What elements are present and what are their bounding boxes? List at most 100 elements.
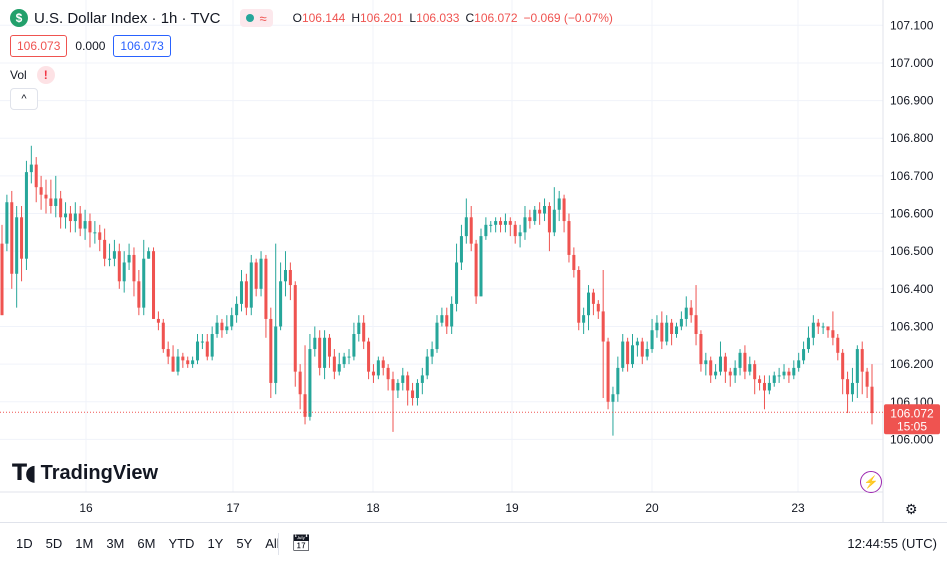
candle-body bbox=[577, 270, 581, 323]
candle-body bbox=[591, 292, 595, 304]
last-price-tag bbox=[884, 404, 940, 435]
candle-body bbox=[24, 172, 28, 259]
candle-body bbox=[816, 322, 820, 327]
vol-label[interactable]: Vol bbox=[10, 68, 27, 82]
range-3m[interactable]: 3M bbox=[106, 536, 125, 551]
ohlc-value-close: 106.072 bbox=[474, 11, 518, 25]
candle-body bbox=[83, 221, 87, 229]
candle-body bbox=[748, 364, 752, 372]
candle-body bbox=[39, 187, 43, 195]
candle-body bbox=[98, 232, 102, 240]
y-tick-label: 106.000 bbox=[890, 432, 934, 446]
price-chart[interactable]: 107.100 107.000 106.900 106.800 106.700 106.6… bbox=[0, 0, 947, 522]
candle-body bbox=[523, 217, 527, 233]
candle-body bbox=[865, 371, 869, 387]
candle-body bbox=[621, 341, 625, 368]
y-tick-label: 107.000 bbox=[890, 56, 934, 70]
candle-body bbox=[352, 334, 356, 357]
goto-date-icon[interactable]: 📅︎ bbox=[291, 535, 312, 552]
y-tick-label: 106.200 bbox=[890, 357, 934, 371]
candle-body bbox=[513, 224, 517, 237]
range-6m[interactable]: 6M bbox=[137, 536, 156, 551]
candle-body bbox=[743, 352, 747, 372]
candle-body bbox=[5, 202, 9, 244]
candle-body bbox=[78, 213, 82, 229]
candle-body bbox=[630, 345, 635, 365]
candle-body bbox=[689, 307, 693, 316]
ohlc-key-high: H bbox=[351, 11, 360, 25]
candle-body bbox=[313, 337, 317, 350]
candle-body bbox=[855, 349, 859, 383]
candle-body bbox=[20, 217, 24, 259]
candle-body bbox=[762, 382, 766, 391]
range-ytd[interactable]: YTD bbox=[168, 536, 195, 551]
candle-body bbox=[269, 318, 273, 383]
symbol-title[interactable]: U.S. Dollar Index · 1h · TVC bbox=[34, 9, 221, 27]
candle-body bbox=[596, 303, 600, 312]
candle-body bbox=[411, 390, 415, 398]
candle-body bbox=[718, 356, 722, 372]
x-tick-label: 16 bbox=[79, 501, 93, 515]
range-5d[interactable]: 5D bbox=[45, 536, 63, 551]
candle-body bbox=[93, 232, 97, 234]
chart-legend: $ U.S. Dollar Index · 1h · TVC ≈ O106.14… bbox=[10, 8, 613, 28]
tradingview-logo[interactable]: T◖ TradingView bbox=[12, 461, 158, 486]
candle-body bbox=[357, 322, 361, 334]
candle-body bbox=[479, 236, 483, 297]
candle-body bbox=[792, 367, 796, 376]
candle-body bbox=[474, 243, 478, 297]
range-1d[interactable]: 1D bbox=[16, 536, 33, 551]
candle-body bbox=[235, 303, 239, 316]
volume-legend: Vol ! bbox=[10, 66, 55, 84]
warning-icon[interactable]: ! bbox=[36, 66, 55, 84]
candle-body bbox=[186, 360, 190, 365]
settings-gear-icon[interactable]: ⚙ bbox=[905, 501, 918, 517]
indicator-chip[interactable]: ≈ bbox=[240, 9, 273, 27]
range-1y[interactable]: 1Y bbox=[207, 536, 224, 551]
candle-body bbox=[200, 341, 204, 343]
candle-body bbox=[670, 322, 674, 334]
candle-body bbox=[567, 221, 571, 255]
candle-body bbox=[225, 326, 229, 331]
candle-body bbox=[10, 202, 14, 274]
ask-button[interactable]: 106.073 bbox=[113, 35, 171, 57]
candle-body bbox=[205, 341, 209, 357]
candle-body bbox=[132, 254, 136, 282]
logo-text: TradingView bbox=[40, 462, 159, 484]
range-5y[interactable]: 5Y bbox=[236, 536, 253, 551]
candle-body bbox=[562, 198, 566, 222]
candle-body bbox=[156, 318, 160, 323]
candle-body bbox=[484, 224, 488, 237]
candle-body bbox=[195, 341, 200, 361]
utc-clock[interactable]: 12:44:55 (UTC) bbox=[847, 536, 937, 551]
range-1m[interactable]: 1M bbox=[75, 536, 94, 551]
candle-body bbox=[660, 322, 664, 342]
candle-body bbox=[758, 379, 762, 383]
candle-body bbox=[806, 337, 810, 350]
candle-body bbox=[254, 262, 258, 289]
ohlc-value-open: 106.144 bbox=[301, 11, 346, 25]
candle-body bbox=[371, 371, 375, 376]
range-all[interactable]: All bbox=[265, 536, 280, 551]
candle-body bbox=[831, 330, 835, 338]
candle-body bbox=[49, 198, 53, 206]
candle-body bbox=[440, 315, 444, 323]
candle-body bbox=[611, 394, 615, 402]
candle-body bbox=[342, 356, 346, 365]
candle-body bbox=[137, 281, 141, 308]
candle-body bbox=[797, 360, 801, 368]
lightning-icon[interactable]: ⚡ bbox=[860, 471, 882, 493]
candle-body bbox=[723, 356, 727, 372]
candle-body bbox=[54, 198, 58, 206]
y-tick-label: 106.400 bbox=[890, 282, 934, 296]
candle-body bbox=[435, 322, 439, 350]
bid-button[interactable]: 106.073 bbox=[10, 35, 68, 57]
candle-body bbox=[244, 281, 248, 308]
candle-body bbox=[606, 341, 610, 402]
bid-ask-row: 106.073 0.000 106.073 bbox=[10, 35, 171, 57]
y-tick-label: 106.300 bbox=[890, 319, 934, 333]
candle-body bbox=[15, 217, 19, 274]
collapse-legend-button[interactable]: ^ bbox=[10, 88, 38, 110]
candle-body bbox=[108, 258, 112, 260]
x-tick-label: 18 bbox=[366, 501, 380, 515]
